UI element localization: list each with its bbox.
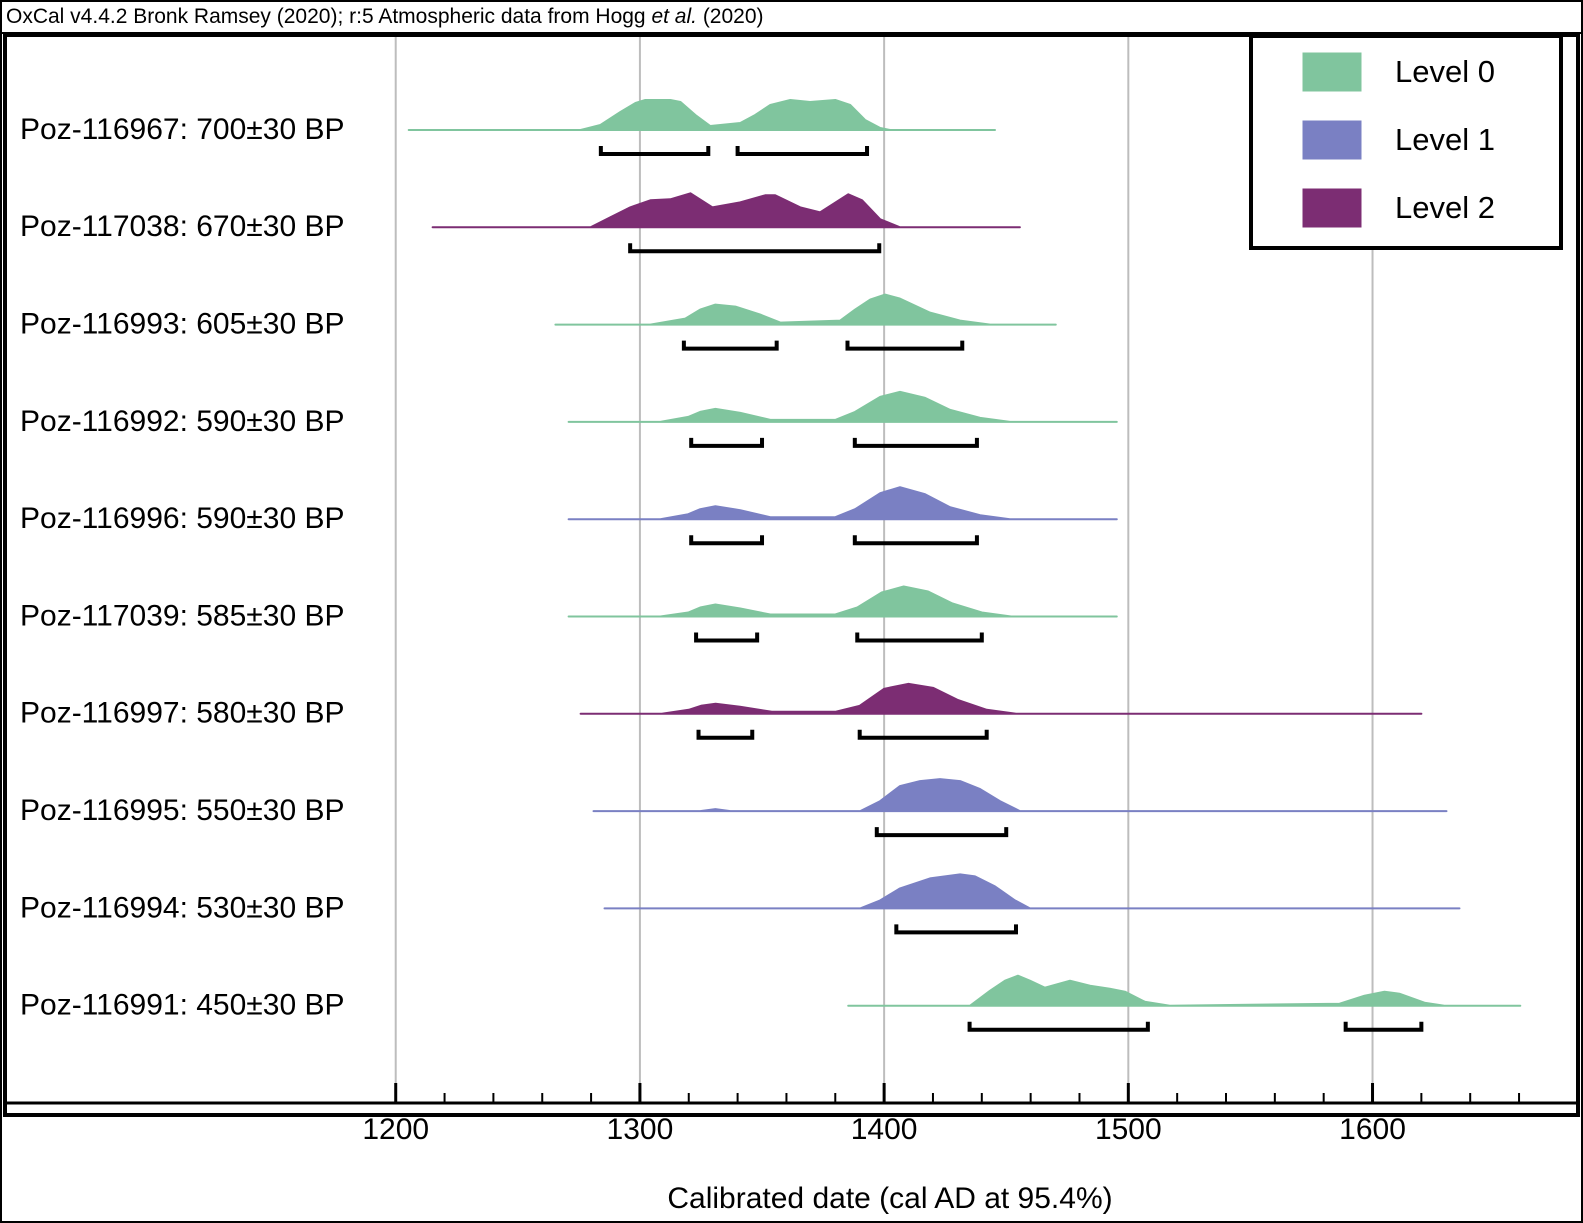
sample-label: Poz-116993: 605±30 BP [20,308,344,341]
range-bracket [689,437,765,448]
probability-distribution [579,682,1423,715]
range-bracket [694,632,760,643]
sample-label: Poz-116997: 580±30 BP [20,697,344,730]
sample-label: Poz-116967: 700±30 BP [20,113,344,146]
legend-label: Level 2 [1395,190,1495,225]
range-bracket [852,535,979,546]
range-bracket [681,340,779,351]
sample-label: Poz-117039: 585±30 BP [20,599,344,632]
legend-swatch [1302,188,1362,228]
x-tick-label: 1600 [1339,1113,1406,1146]
range-bracket [696,729,755,740]
probability-distribution [603,873,1461,910]
range-bracket [628,243,882,254]
range-bracket [857,729,989,740]
legend-swatch [1302,52,1362,92]
range-bracket [845,340,965,351]
range-bracket [735,146,870,156]
probability-distribution [567,486,1118,521]
x-tick-label: 1200 [362,1113,429,1146]
x-tick-label: 1400 [851,1113,918,1146]
range-bracket [894,924,1018,935]
probability-distribution [847,974,1522,1007]
probability-distribution [567,585,1118,618]
plot-frame [3,33,1580,1117]
range-bracket [689,535,765,546]
probability-distribution [554,293,1057,326]
legend-label: Level 0 [1395,54,1495,89]
range-bracket [852,437,979,448]
header-text: OxCal v4.4.2 Bronk Ramsey (2020); r:5 At… [6,5,651,28]
header: OxCal v4.4.2 Bronk Ramsey (2020); r:5 At… [6,5,764,28]
range-bracket [598,146,711,156]
x-tick-label: 1500 [1095,1113,1162,1146]
header-text: (2020) [697,5,764,28]
x-axis-label: Calibrated date (cal AD at 95.4%) [667,1182,1112,1215]
sample-label: Poz-116996: 590±30 BP [20,502,344,535]
range-bracket [1343,1021,1424,1032]
sample-label: Poz-116995: 550±30 BP [20,794,344,827]
probability-distribution [592,778,1448,813]
probability-distribution [431,192,1021,229]
sample-label: Poz-117038: 670±30 BP [20,210,344,243]
sample-label: Poz-116991: 450±30 BP [20,989,344,1022]
header-italic: et al. [651,5,697,28]
sample-label: Poz-116994: 530±30 BP [20,891,344,924]
range-bracket [855,632,984,643]
range-bracket [967,1021,1150,1032]
sample-label: Poz-116992: 590±30 BP [20,405,344,438]
legend-swatch [1302,120,1362,160]
x-tick-label: 1300 [607,1113,674,1146]
legend-label: Level 1 [1395,122,1495,157]
probability-distribution [407,99,996,131]
plot-area: 1200 1300 1400 1500 1600 Poz-116967: 700±30 B… [5,34,1578,1146]
probability-distribution [567,390,1118,423]
range-bracket [874,827,1009,838]
